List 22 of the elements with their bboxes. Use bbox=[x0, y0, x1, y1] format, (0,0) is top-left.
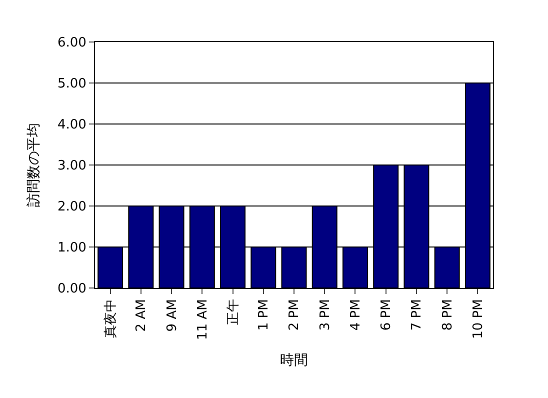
x-tick-label: 11 AM bbox=[195, 299, 210, 340]
x-tick-label: 10 PM bbox=[470, 299, 486, 339]
x-tick-label: 正午 bbox=[226, 299, 241, 326]
y-tick-label: 1.00 bbox=[57, 240, 86, 256]
x-tick-label: 9 AM bbox=[164, 299, 180, 332]
y-tick-label: 0.00 bbox=[57, 282, 86, 297]
x-tick-label: 8 PM bbox=[440, 299, 456, 331]
y-tick-label: 3.00 bbox=[57, 158, 86, 174]
y-tick-label: 5.00 bbox=[57, 76, 86, 92]
y-axis-title: 訪問数の平均 bbox=[26, 123, 42, 207]
x-tick-label: 3 PM bbox=[318, 299, 333, 331]
y-tick-label: 6.00 bbox=[57, 36, 86, 51]
x-tick-label: 6 PM bbox=[379, 299, 394, 331]
x-tick-label: 1 PM bbox=[256, 299, 272, 331]
y-tick-label: 4.00 bbox=[57, 118, 86, 133]
x-tick-label: 4 PM bbox=[348, 299, 364, 331]
x-tick-label: 真夜中 bbox=[102, 299, 119, 338]
x-tick-label: 2 PM bbox=[287, 299, 302, 331]
y-tick-label: 2.00 bbox=[57, 200, 86, 215]
x-tick-label: 7 PM bbox=[410, 299, 425, 331]
x-axis-title: 時間 bbox=[280, 352, 308, 368]
x-tick-label: 2 AM bbox=[134, 299, 150, 332]
